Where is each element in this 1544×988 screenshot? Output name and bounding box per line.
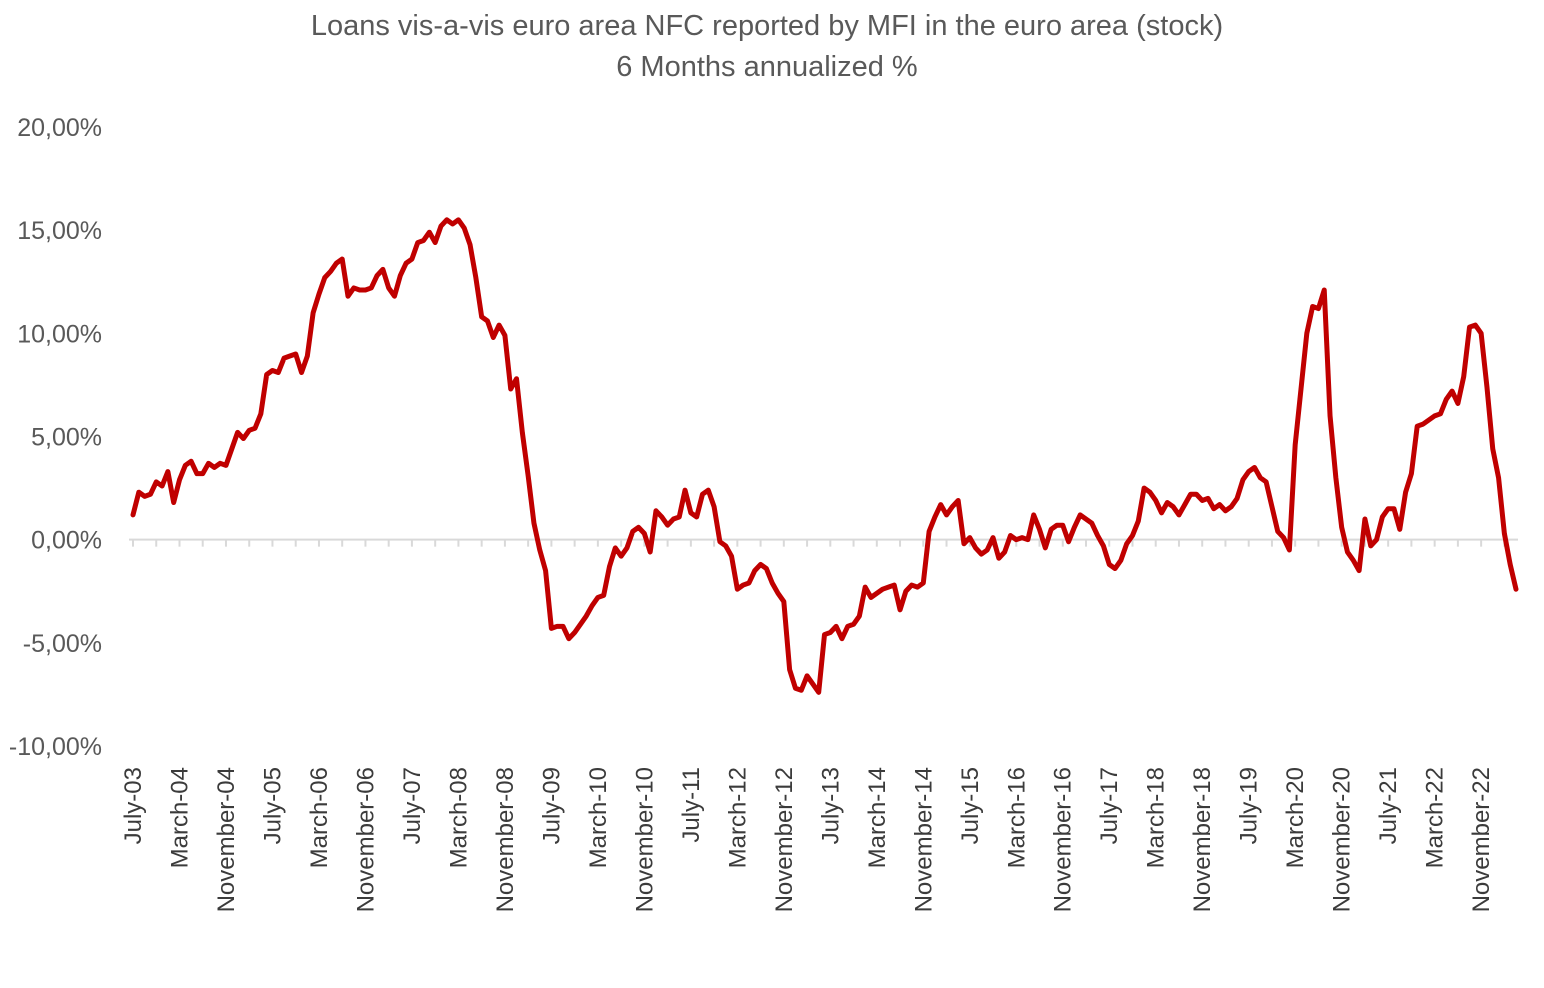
chart-title-block: Loans vis-a-vis euro area NFC reported b…: [0, 6, 1534, 88]
x-tick-label: March-16: [1003, 767, 1030, 868]
x-tick-label: March-18: [1143, 767, 1170, 868]
x-tick-label: March-08: [445, 767, 472, 868]
x-tick-label: July-09: [538, 767, 565, 844]
x-axis-ticks: [132, 539, 1506, 547]
y-tick-label: 10,00%: [17, 320, 102, 348]
x-tick-label: March-22: [1422, 767, 1449, 868]
x-tick-label: July-21: [1375, 767, 1402, 844]
chart-title: Loans vis-a-vis euro area NFC reported b…: [310, 10, 1224, 42]
y-tick-label: 20,00%: [17, 114, 102, 142]
chart-subtitle: 6 Months annualized %: [616, 51, 918, 83]
x-tick-label: July-15: [957, 767, 984, 844]
y-tick-label: 0,00%: [31, 527, 102, 555]
x-tick-label: November-04: [213, 767, 240, 912]
x-tick-label: November-08: [492, 767, 519, 912]
x-tick-label: July-07: [399, 767, 426, 844]
x-tick-label: November-22: [1468, 767, 1495, 912]
series-line: [130, 217, 1519, 695]
x-tick-label: November-16: [1050, 767, 1077, 912]
x-tick-label: November-20: [1329, 767, 1356, 912]
x-tick-label: July-13: [817, 767, 844, 844]
x-tick-label: March-14: [864, 767, 891, 868]
x-tick-label: March-12: [724, 767, 751, 868]
x-tick-label: March-06: [306, 767, 333, 868]
x-tick-label: November-18: [1189, 767, 1216, 912]
x-tick-label: March-10: [585, 767, 612, 868]
y-tick-label: 15,00%: [17, 217, 102, 245]
x-tick-label: November-12: [771, 767, 798, 912]
x-tick-label: November-14: [910, 767, 937, 912]
y-tick-label: 5,00%: [31, 424, 102, 452]
y-tick-label: -5,00%: [23, 630, 102, 658]
x-tick-label: November-06: [352, 767, 379, 912]
x-tick-label: March-20: [1282, 767, 1309, 868]
x-tick-label: July-05: [259, 767, 286, 844]
x-tick-label: July-03: [120, 767, 147, 844]
y-tick-label: -10,00%: [9, 733, 102, 761]
x-tick-label: November-10: [631, 767, 658, 912]
x-tick-label: July-19: [1236, 767, 1263, 844]
y-axis: 20,00% 15,00% 10,00% 5,00% 0,00% -5,00% -10,00…: [9, 114, 102, 761]
x-tick-label: July-11: [678, 767, 705, 843]
x-tick-label: July-17: [1096, 767, 1123, 844]
x-axis: July-03 March-04 November-04 July-05 March-0…: [120, 767, 1495, 912]
x-tick-label: March-04: [166, 767, 193, 868]
